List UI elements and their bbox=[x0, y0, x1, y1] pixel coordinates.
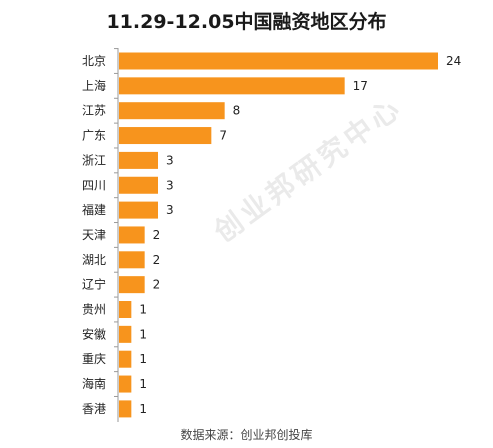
source-note: 数据来源：创业邦创投库 bbox=[180, 428, 313, 442]
bar-四川 bbox=[119, 176, 158, 194]
category-label: 福建 bbox=[82, 202, 106, 217]
value-label: 1 bbox=[139, 327, 147, 341]
category-label: 天津 bbox=[82, 228, 106, 242]
bar-湖北 bbox=[119, 251, 145, 269]
value-label: 17 bbox=[353, 79, 368, 93]
bar-辽宁 bbox=[119, 276, 145, 294]
category-label: 浙江 bbox=[82, 153, 106, 167]
value-label: 1 bbox=[139, 377, 147, 391]
bar-重庆 bbox=[119, 350, 132, 368]
value-label: 24 bbox=[446, 54, 461, 68]
value-label: 2 bbox=[153, 228, 161, 242]
bar-广东 bbox=[119, 127, 212, 145]
bar-海南 bbox=[119, 375, 132, 393]
value-label: 3 bbox=[166, 153, 174, 167]
bars-layer: 北京 24 上海 17 江苏 8 广东 7 浙江 3 四川 3 福建 3 天津 2 湖北 2 辽宁 2 贵州 1 安徽 1 重庆… bbox=[82, 48, 461, 418]
category-label: 香港 bbox=[82, 402, 106, 416]
bar-贵州 bbox=[119, 301, 132, 318]
value-label: 7 bbox=[219, 129, 227, 143]
value-label: 1 bbox=[139, 303, 147, 317]
value-label: 1 bbox=[139, 352, 147, 366]
category-label: 四川 bbox=[82, 178, 106, 192]
category-label: 重庆 bbox=[82, 352, 106, 366]
category-label: 贵州 bbox=[82, 303, 106, 317]
bar-天津 bbox=[119, 226, 145, 244]
bar-福建 bbox=[119, 201, 158, 219]
value-label: 3 bbox=[166, 203, 174, 217]
bar-北京 bbox=[119, 52, 438, 70]
bar-江苏 bbox=[119, 102, 225, 120]
value-label: 2 bbox=[153, 278, 161, 292]
chart-title: 11.29-12.05中国融资地区分布 bbox=[106, 11, 387, 33]
value-label: 8 bbox=[233, 104, 241, 118]
value-label: 2 bbox=[153, 253, 161, 267]
category-label: 辽宁 bbox=[82, 277, 106, 292]
bar-浙江 bbox=[119, 151, 158, 169]
value-label: 1 bbox=[139, 402, 147, 416]
category-label: 江苏 bbox=[82, 104, 106, 118]
category-label: 安徽 bbox=[82, 326, 106, 341]
bar-上海 bbox=[119, 77, 345, 95]
bar-香港 bbox=[119, 400, 132, 418]
category-label: 湖北 bbox=[82, 252, 106, 267]
value-label: 3 bbox=[166, 178, 174, 192]
category-label: 北京 bbox=[82, 54, 106, 68]
category-label: 海南 bbox=[82, 376, 106, 391]
bar-安徽 bbox=[119, 325, 132, 343]
category-label: 广东 bbox=[82, 129, 106, 143]
category-label: 上海 bbox=[82, 78, 106, 93]
